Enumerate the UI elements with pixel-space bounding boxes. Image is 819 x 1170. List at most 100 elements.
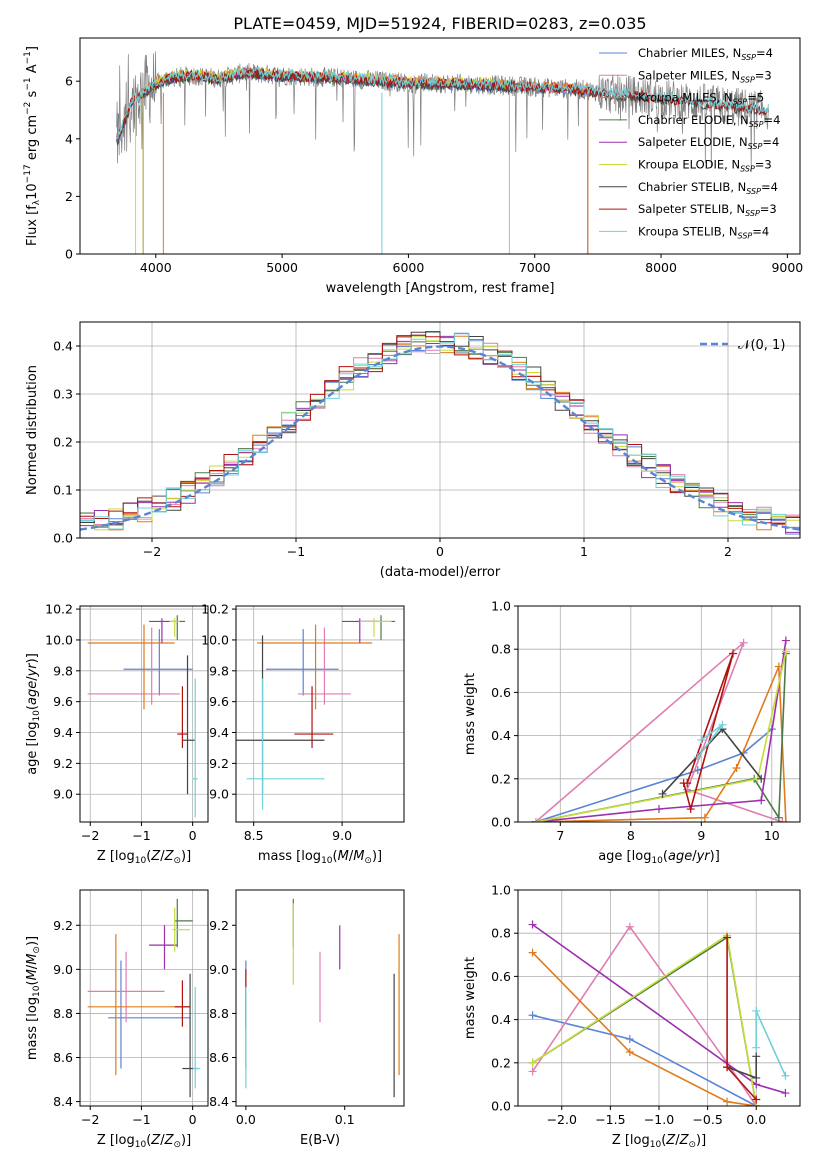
y-tick-label: 8.4 [209,1094,229,1109]
weight-marker [781,1071,790,1080]
x-tick-label: 9.0 [332,828,352,843]
mass-vs-EBV-panel: 0.0 0.1 8.4 8.6 8.8 9.0 9.2 E(B-V) [209,889,405,1148]
y-axis-label: mass weight [463,957,478,1039]
x-tick-label: 0 [436,544,444,559]
x-tick-label: 0 [189,1112,197,1127]
y-tick-label: 0.2 [491,771,511,786]
y-tick-label: 0.1 [53,483,73,498]
y-tick-label: 0.4 [491,1012,511,1027]
age-vs-mass-panel: 8.5 9.0 9.0 9.2 9.4 9.6 9.8 10.0 10.2 mass [log10… [201,602,405,866]
x-axis-label: Z [log10(Z/Z⊙)] [97,849,191,866]
weight-marker [528,1011,537,1020]
y-tick-label: 9.6 [209,694,229,709]
x-tick-label: −1 [132,828,150,843]
y-tick-label: 10.2 [201,602,229,617]
errorbar-point [257,624,373,710]
errorbar-point [123,629,193,696]
x-tick-label: 8.5 [244,828,264,843]
legend-label: 𝒩(0, 1) [738,338,785,353]
weight-marker [683,779,692,788]
y-tick-label: 8.6 [209,1050,229,1065]
legend-label: Salpeter MILES, NSSP=3 [638,68,772,84]
y-tick-label: 10.0 [45,632,73,647]
y-axis-label: age [log10(age/yr)] [25,653,42,775]
y-tick-label: 10.2 [45,602,73,617]
y-tick-label: 0.4 [491,728,511,743]
weight-marker [718,720,727,729]
x-tick-label: −1 [287,544,305,559]
y-tick-label: 1.0 [491,599,511,614]
weight-marker [531,818,540,822]
legend-label: Chabrier STELIB, NSSP=4 [638,180,778,196]
x-axis-label: age [log10(age/yr)] [598,849,720,866]
histogram-step [80,334,800,524]
mass-vs-Z-plot-area [87,898,201,1098]
weight-marker [778,818,787,822]
x-tick-label: −2.0 [547,1112,577,1127]
errorbar-point [108,960,191,1069]
y-axis-label: mass [log10(M/M⊙)] [25,936,42,1060]
axes-frame [235,605,405,823]
weight-series [752,1006,790,1080]
weight-marker [781,636,790,645]
x-tick-label: 5000 [266,260,298,275]
errorbar-point [297,627,351,705]
weight-marker [700,813,709,822]
errorbar-point [174,980,191,1027]
y-tick-label: 9.6 [53,694,73,709]
errorbar-point [294,686,334,748]
x-axis-label: Z [log10(Z/Z⊙)] [612,1133,706,1150]
y-tick-label: 9.4 [53,725,73,740]
x-tick-label: −2 [81,828,99,843]
y-tick-label: 9.2 [209,756,229,771]
y-tick-label: 8.8 [209,1006,229,1021]
y-tick-label: 9.0 [209,962,229,977]
axes-frame [235,889,405,1107]
spectrum-plot-area [116,51,769,254]
x-tick-label: 0.1 [335,1112,355,1127]
y-tick-label: 9.8 [209,663,229,678]
x-tick-label: 8 [627,828,635,843]
weight-marker [625,1048,634,1056]
y-tick-label: 1.0 [491,883,511,898]
weight-marker [625,1035,634,1044]
y-tick-label: 0 [65,247,73,262]
y-tick-label: 0.2 [53,435,73,450]
x-tick-label: 10 [764,828,780,843]
legend-label: Kroupa ELODIE, NSSP=3 [638,158,772,174]
weight-marker [757,796,766,805]
x-axis-label: mass [log10(M/M⊙)] [258,849,382,866]
x-tick-label: 7000 [519,260,551,275]
x-tick-label: −1.5 [595,1112,625,1127]
errorbar-point [87,951,165,1023]
y-tick-label: 0.0 [53,531,73,546]
x-tick-label: 0.0 [236,1112,256,1127]
legend-label: Kroupa MILES, NSSP=5 [638,91,764,107]
y-tick-label: 0.3 [53,387,73,402]
weight-series [679,649,738,814]
y-tick-label: 0.4 [53,339,73,354]
errorbar-point [192,678,198,818]
errorbar-point [246,678,325,810]
y-tick-label: 4 [65,131,73,146]
x-axis-label: wavelength [Angstrom, rest frame] [326,281,555,296]
weight-marker [625,922,634,931]
x-axis-label: E(B-V) [300,1133,340,1148]
x-tick-label: −1 [132,1112,150,1127]
age-vs-Z-plot-area [87,615,198,818]
x-axis-label: (data-model)/error [380,565,501,580]
x-tick-label: −0.5 [692,1112,722,1127]
y-tick-label: 9.0 [53,962,73,977]
weight-marker [528,920,537,929]
weight-marker [752,1043,761,1052]
y-tick-label: 8.4 [53,1094,73,1109]
mass-vs-EBV-plot-area [245,898,400,1098]
x-tick-label: 6000 [393,260,425,275]
weight-marker [693,753,702,762]
errorbar-point [149,925,178,970]
y-tick-label: 10.0 [201,632,229,647]
weight-marker [752,1073,761,1082]
weight-marker [752,1095,761,1104]
